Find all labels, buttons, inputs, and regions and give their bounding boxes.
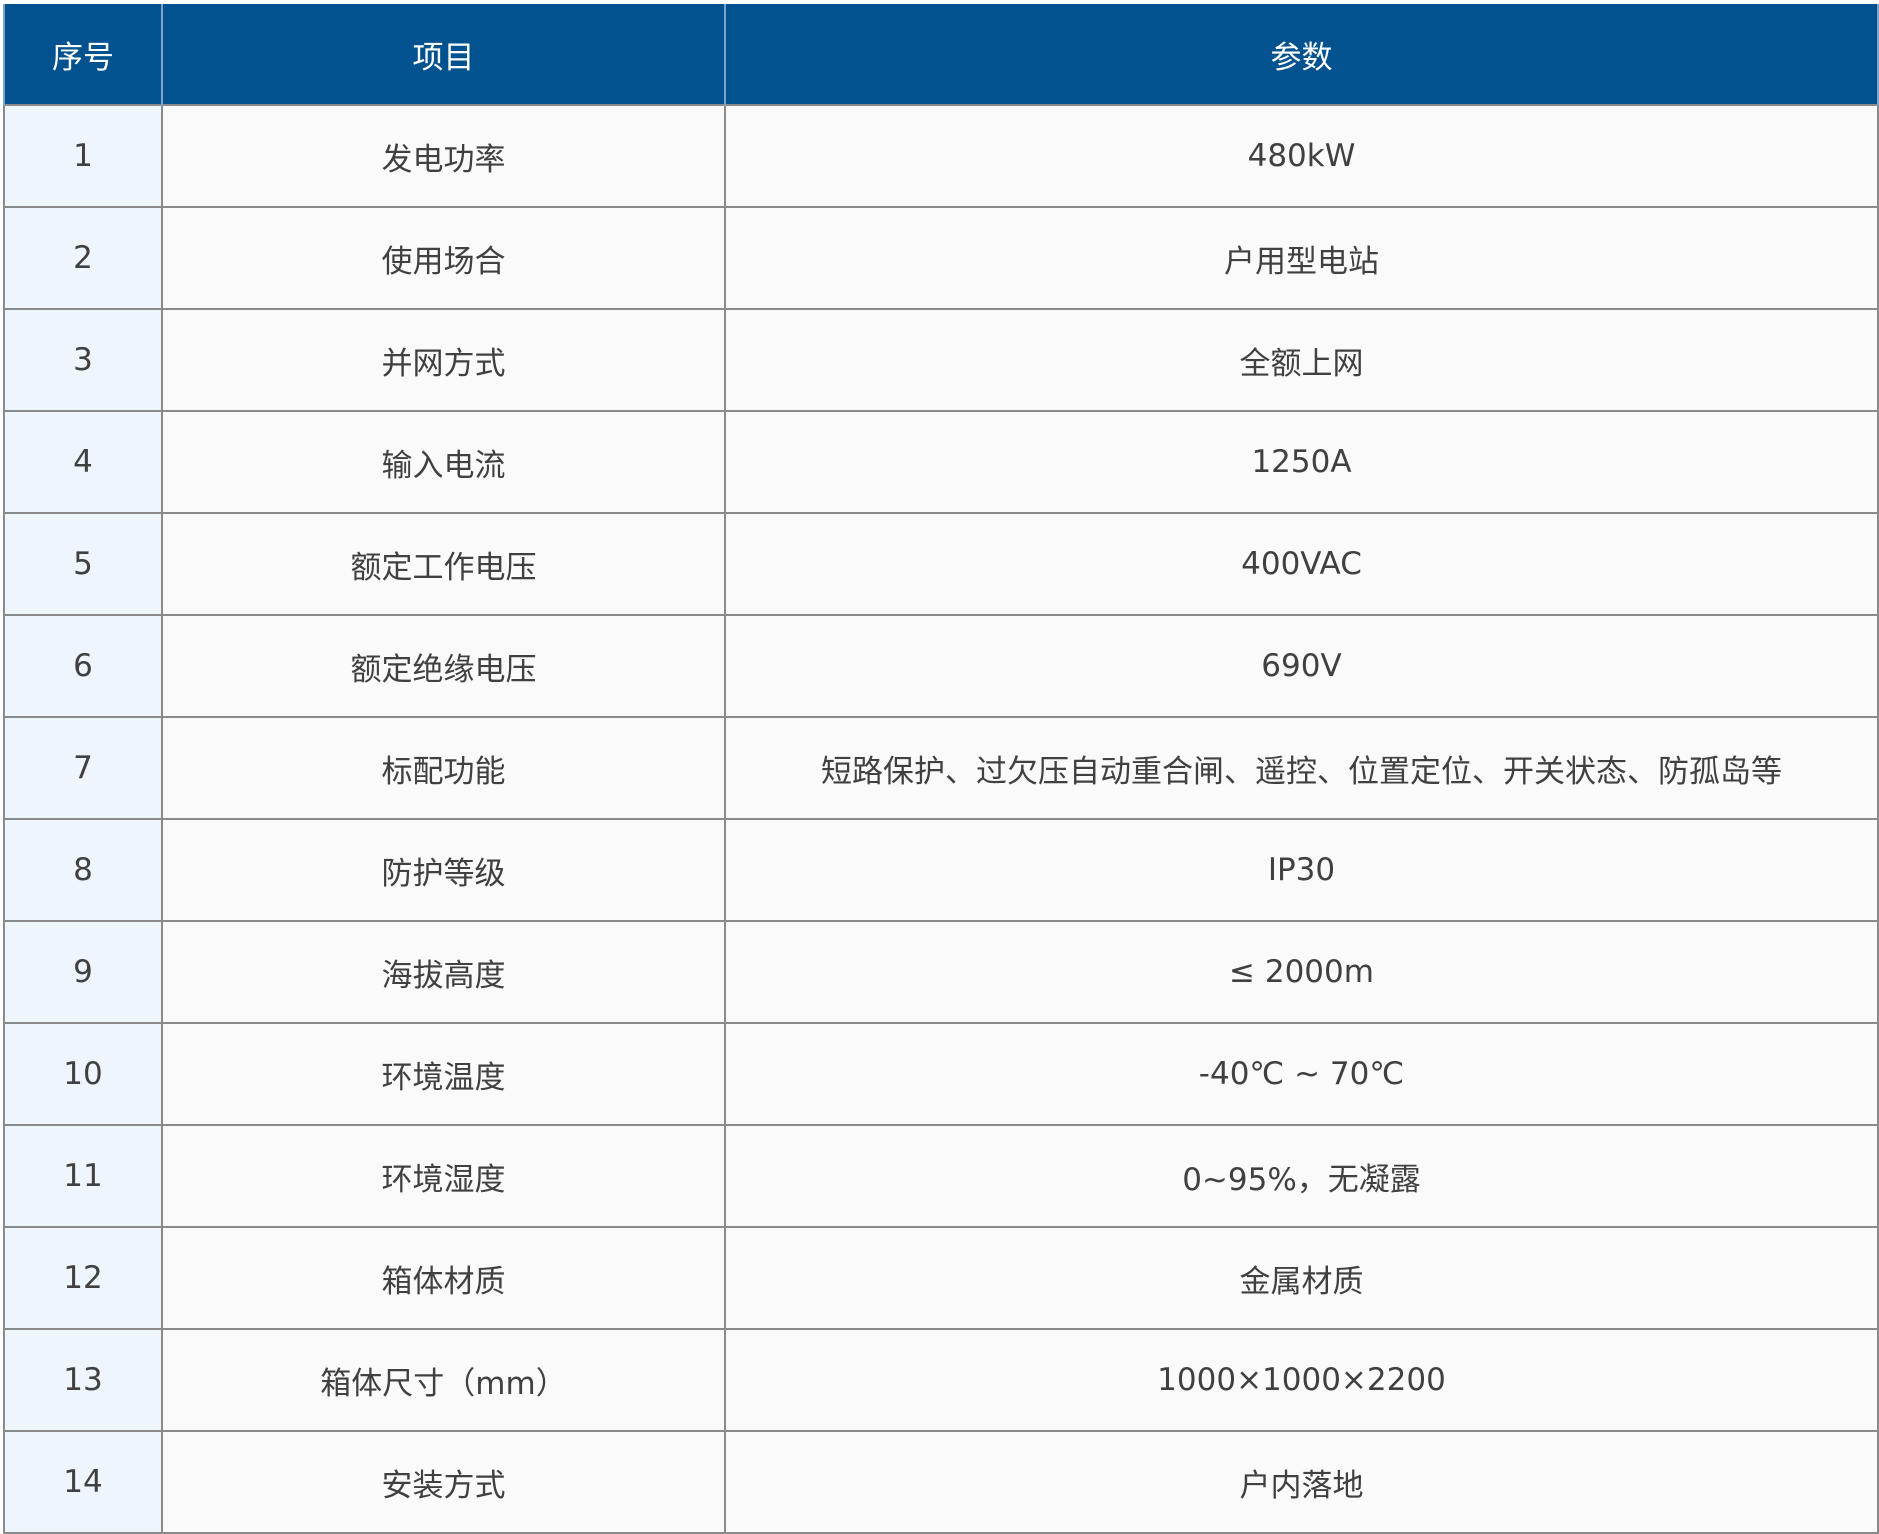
row-index: 8 (3, 818, 163, 922)
table-row: 10 环境温度 -40℃ ~ 70℃ (3, 1022, 1879, 1126)
row-index: 6 (3, 614, 163, 718)
row-param: 户内落地 (724, 1430, 1879, 1534)
row-param: 480kW (724, 104, 1879, 208)
table-row: 11 环境湿度 0~95%，无凝露 (3, 1124, 1879, 1228)
row-index: 1 (3, 104, 163, 208)
table-row: 12 箱体材质 金属材质 (3, 1226, 1879, 1330)
row-param: 全额上网 (724, 308, 1879, 412)
row-index: 11 (3, 1124, 163, 1228)
row-item: 并网方式 (161, 308, 726, 412)
row-param: 400VAC (724, 512, 1879, 616)
header-index: 序号 (3, 4, 163, 105)
row-param: 户用型电站 (724, 206, 1879, 310)
row-index: 9 (3, 920, 163, 1024)
table-row: 2 使用场合 户用型电站 (3, 206, 1879, 310)
row-item: 箱体尺寸（mm） (161, 1328, 726, 1432)
row-index: 13 (3, 1328, 163, 1432)
row-param: IP30 (724, 818, 1879, 922)
row-index: 3 (3, 308, 163, 412)
row-item: 环境温度 (161, 1022, 726, 1126)
row-item: 环境湿度 (161, 1124, 726, 1228)
row-item: 发电功率 (161, 104, 726, 208)
row-index: 12 (3, 1226, 163, 1330)
table-row: 14 安装方式 户内落地 (3, 1430, 1879, 1534)
row-item: 安装方式 (161, 1430, 726, 1534)
table-row: 6 额定绝缘电压 690V (3, 614, 1879, 718)
row-param: 金属材质 (724, 1226, 1879, 1330)
row-param: 1000×1000×2200 (724, 1328, 1879, 1432)
table-row: 5 额定工作电压 400VAC (3, 512, 1879, 616)
row-index: 2 (3, 206, 163, 310)
row-param: 0~95%，无凝露 (724, 1124, 1879, 1228)
table-row: 1 发电功率 480kW (3, 104, 1879, 208)
row-param: ≤ 2000m (724, 920, 1879, 1024)
table-row: 4 输入电流 1250A (3, 410, 1879, 514)
table-row: 7 标配功能 短路保护、过欠压自动重合闸、遥控、位置定位、开关状态、防孤岛等 (3, 716, 1879, 820)
header-item: 项目 (161, 4, 726, 105)
row-param: -40℃ ~ 70℃ (724, 1022, 1879, 1126)
row-index: 5 (3, 512, 163, 616)
row-item: 输入电流 (161, 410, 726, 514)
row-param: 690V (724, 614, 1879, 718)
header-param: 参数 (724, 4, 1879, 105)
row-item: 防护等级 (161, 818, 726, 922)
row-param: 短路保护、过欠压自动重合闸、遥控、位置定位、开关状态、防孤岛等 (724, 716, 1879, 820)
spec-table: 序号 项目 参数 1 发电功率 480kW 2 使用场合 户用型电站 3 并网方式 全额上网 4 输… (3, 4, 1879, 1534)
row-item: 额定工作电压 (161, 512, 726, 616)
header-row: 序号 项目 参数 (3, 4, 1879, 105)
row-item: 箱体材质 (161, 1226, 726, 1330)
row-index: 14 (3, 1430, 163, 1534)
row-param: 1250A (724, 410, 1879, 514)
row-item: 标配功能 (161, 716, 726, 820)
table-row: 13 箱体尺寸（mm） 1000×1000×2200 (3, 1328, 1879, 1432)
table-row: 3 并网方式 全额上网 (3, 308, 1879, 412)
row-item: 额定绝缘电压 (161, 614, 726, 718)
row-index: 7 (3, 716, 163, 820)
row-index: 4 (3, 410, 163, 514)
row-item: 海拔高度 (161, 920, 726, 1024)
row-index: 10 (3, 1022, 163, 1126)
row-item: 使用场合 (161, 206, 726, 310)
table-row: 9 海拔高度 ≤ 2000m (3, 920, 1879, 1024)
table-row: 8 防护等级 IP30 (3, 818, 1879, 922)
